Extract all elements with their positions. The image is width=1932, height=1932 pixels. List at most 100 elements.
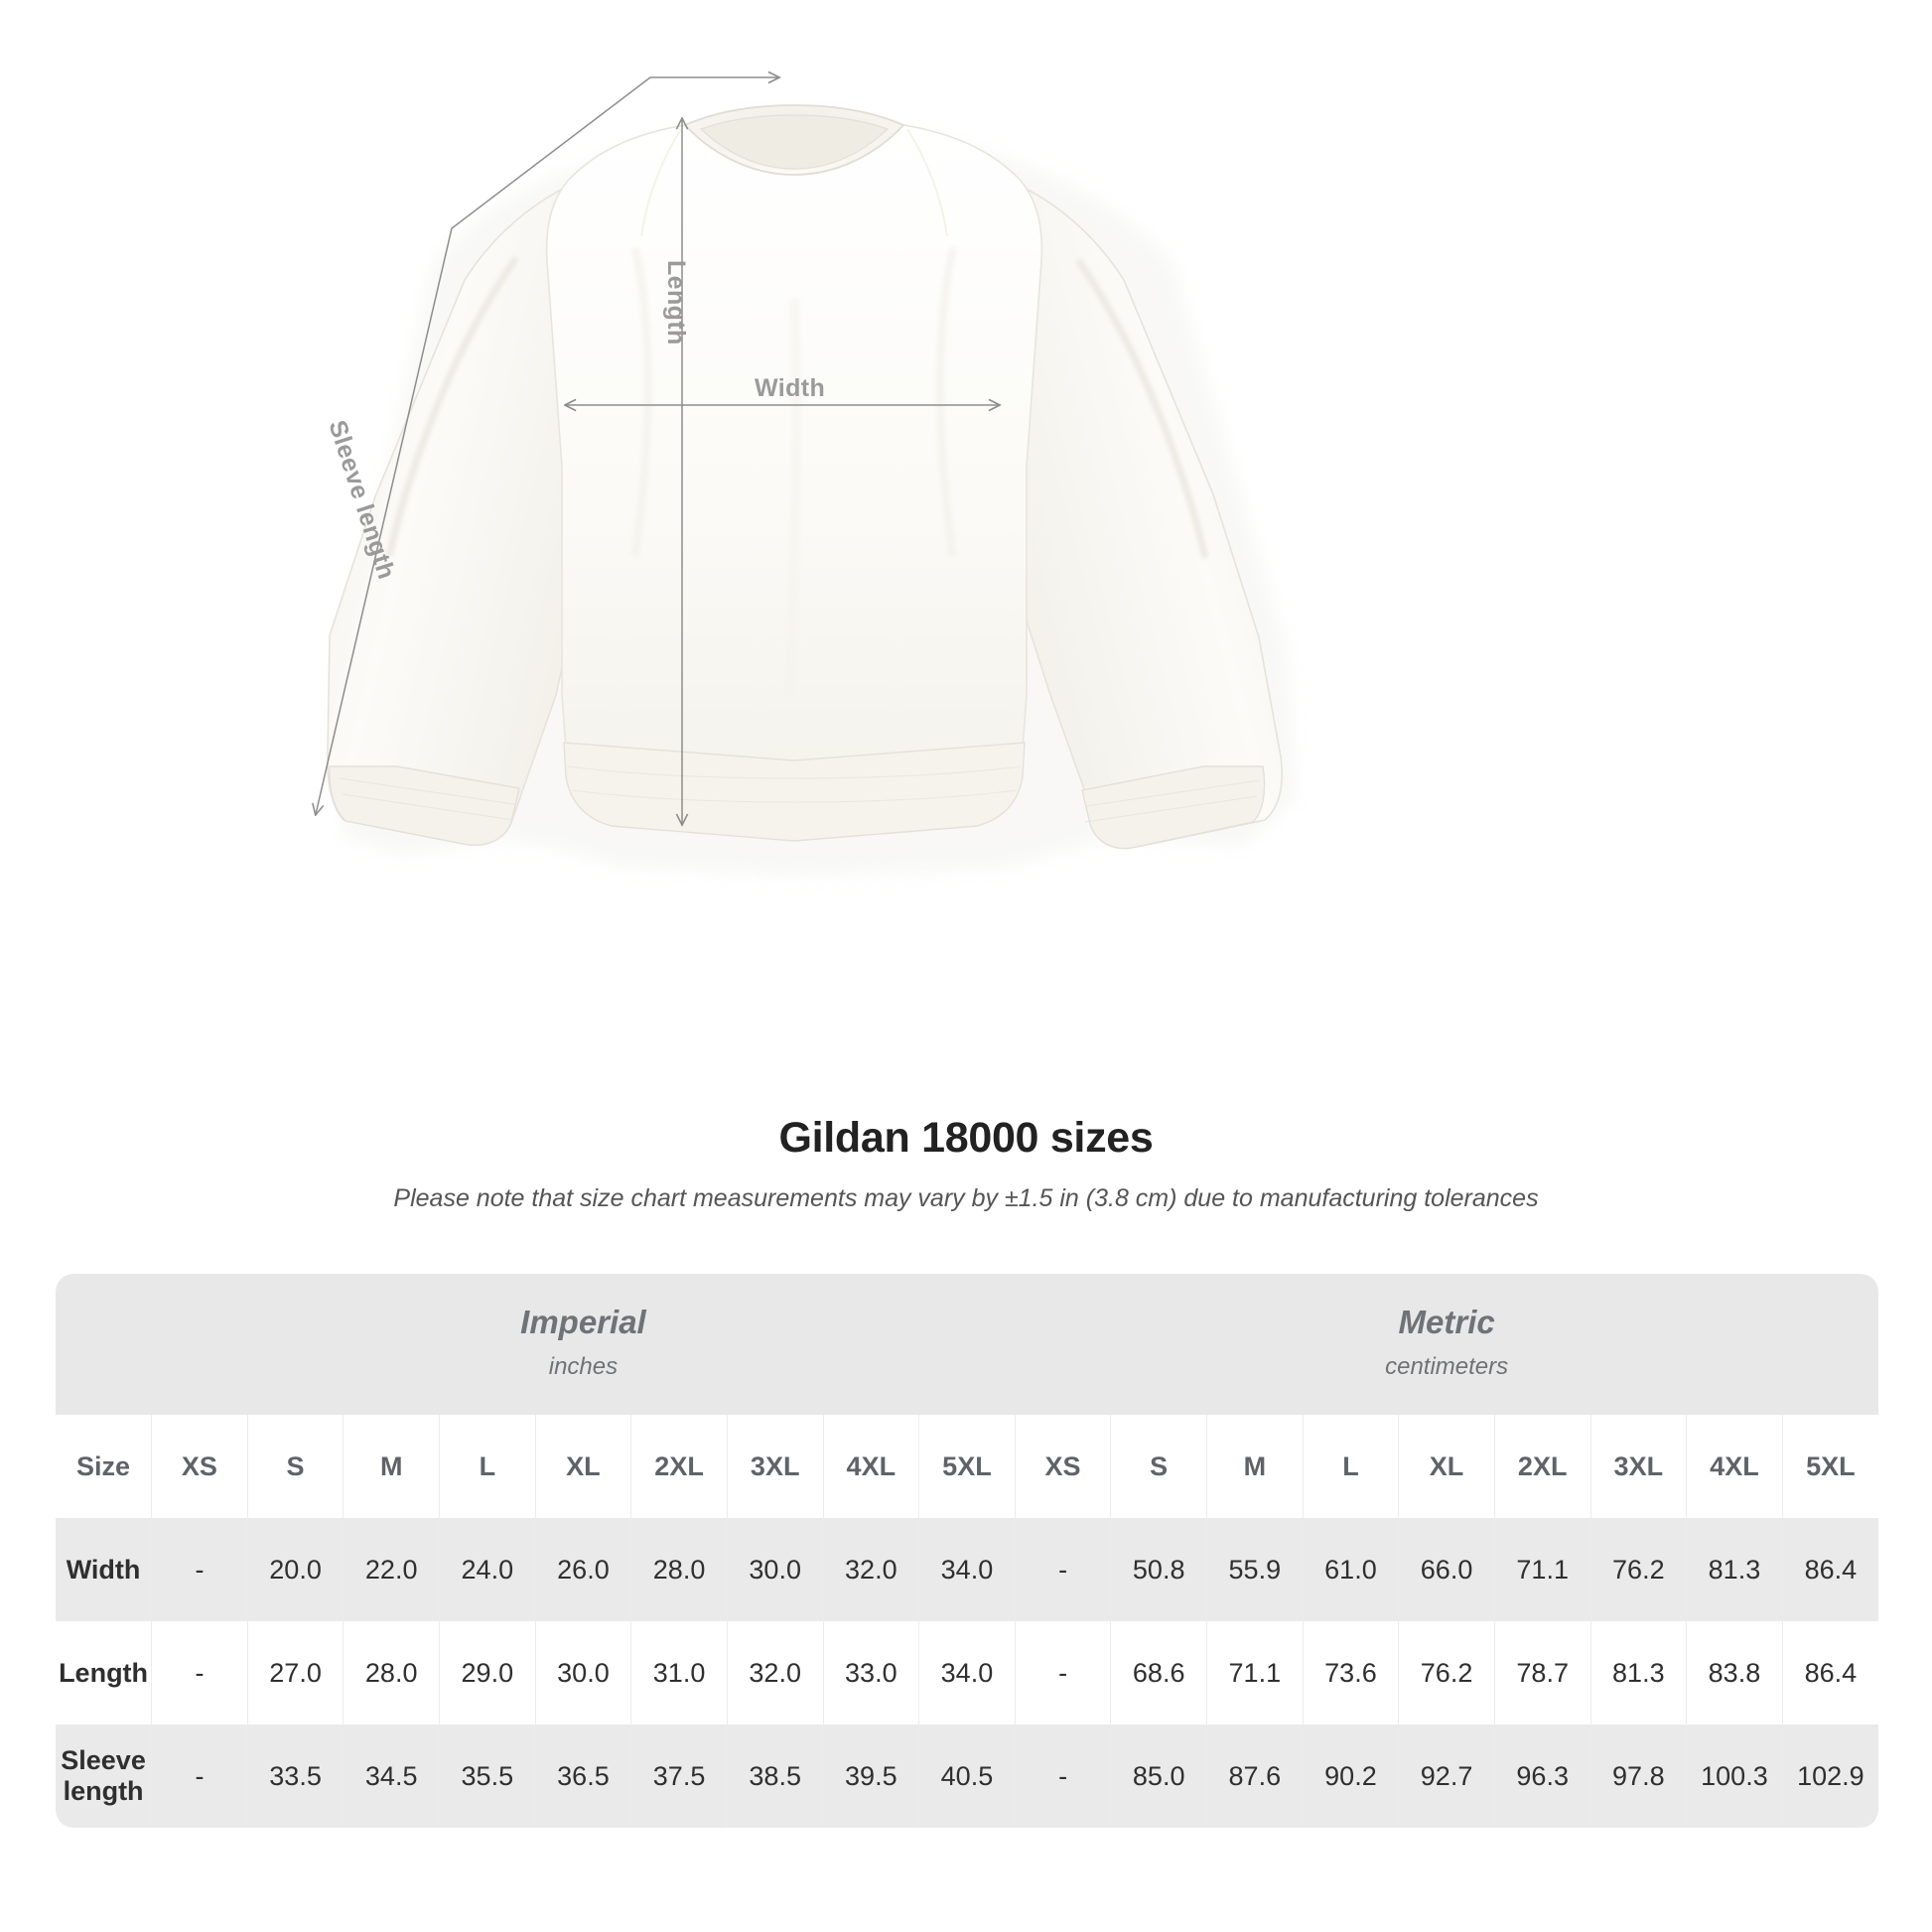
- cell-length-imperial-xl: 30.0: [535, 1621, 632, 1725]
- cell-sleeve-length-metric-xs: -: [1014, 1725, 1112, 1828]
- cell-length-metric-4xl: 83.8: [1686, 1621, 1783, 1725]
- length-annotation-label: Length: [662, 260, 690, 345]
- cell-length-imperial-xs: -: [151, 1621, 248, 1725]
- cell-width-imperial-xs: -: [151, 1518, 248, 1621]
- cell-length-metric-xl: 76.2: [1398, 1621, 1495, 1725]
- column-header-imperial-xs: XS: [151, 1415, 248, 1518]
- column-header-metric-2xl: 2XL: [1494, 1415, 1591, 1518]
- column-header-metric-m: M: [1206, 1415, 1304, 1518]
- imperial-unit: inches: [548, 1353, 619, 1380]
- cell-width-imperial-5xl: 34.0: [918, 1518, 1016, 1621]
- cell-length-metric-3xl: 81.3: [1590, 1621, 1688, 1725]
- column-header-metric-4xl: 4XL: [1686, 1415, 1783, 1518]
- cell-sleeve-length-metric-s: 85.0: [1110, 1725, 1207, 1828]
- imperial-label: Imperial: [520, 1304, 646, 1340]
- cell-width-metric-l: 61.0: [1303, 1518, 1400, 1621]
- cell-width-imperial-xl: 26.0: [535, 1518, 632, 1621]
- title-block: Gildan 18000 sizes Please note that size…: [0, 1114, 1932, 1213]
- cell-sleeve-length-imperial-m: 34.5: [343, 1725, 440, 1828]
- page-title: Gildan 18000 sizes: [778, 1114, 1154, 1162]
- cell-sleeve-length-imperial-5xl: 40.5: [918, 1725, 1016, 1828]
- cell-sleeve-length-metric-xl: 92.7: [1398, 1725, 1495, 1828]
- cell-sleeve-length-metric-4xl: 100.3: [1686, 1725, 1783, 1828]
- cell-length-imperial-l: 29.0: [439, 1621, 536, 1725]
- tolerance-note: Please note that size chart measurements…: [393, 1184, 1539, 1212]
- sleeve-length-line: [316, 77, 778, 814]
- cell-length-imperial-s: 27.0: [247, 1621, 345, 1725]
- cell-length-imperial-3xl: 32.0: [727, 1621, 824, 1725]
- column-header-imperial-xl: XL: [535, 1415, 632, 1518]
- row-header-length: Length: [56, 1621, 153, 1725]
- row-header-width: Width: [56, 1518, 153, 1621]
- cell-width-imperial-s: 20.0: [247, 1518, 345, 1621]
- column-header-imperial-3xl: 3XL: [727, 1415, 824, 1518]
- cell-width-imperial-3xl: 30.0: [727, 1518, 824, 1621]
- column-header-metric-xl: XL: [1398, 1415, 1495, 1518]
- right-sleeve-fold: [1075, 258, 1209, 559]
- cell-width-imperial-l: 24.0: [439, 1518, 536, 1621]
- cell-width-metric-m: 55.9: [1206, 1518, 1304, 1621]
- cell-length-metric-2xl: 78.7: [1494, 1621, 1591, 1725]
- cell-sleeve-length-metric-2xl: 96.3: [1494, 1725, 1591, 1828]
- cell-length-imperial-5xl: 34.0: [918, 1621, 1016, 1725]
- column-header-imperial-5xl: 5XL: [918, 1415, 1016, 1518]
- metric-unit: centimeters: [1385, 1353, 1509, 1380]
- cell-length-metric-l: 73.6: [1303, 1621, 1400, 1725]
- cell-length-metric-xs: -: [1014, 1621, 1112, 1725]
- metric-label: Metric: [1398, 1304, 1495, 1340]
- table-head: Imperial inches Metric centimeters Size X…: [56, 1274, 1878, 1518]
- product-image-area: Length Width Sleeve length: [312, 70, 1297, 877]
- column-header-metric-5xl: 5XL: [1782, 1415, 1878, 1518]
- cell-length-metric-5xl: 86.4: [1782, 1621, 1878, 1725]
- cell-length-imperial-4xl: 33.0: [823, 1621, 920, 1725]
- size-chart-table: Imperial inches Metric centimeters Size X…: [56, 1274, 1878, 1828]
- column-header-imperial-s: S: [247, 1415, 345, 1518]
- unit-header-imperial: Imperial inches: [151, 1274, 1016, 1415]
- column-header-imperial-l: L: [439, 1415, 536, 1518]
- cell-width-metric-3xl: 76.2: [1590, 1518, 1688, 1621]
- cell-sleeve-length-imperial-3xl: 38.5: [727, 1725, 824, 1828]
- cell-width-imperial-4xl: 32.0: [823, 1518, 920, 1621]
- cell-sleeve-length-imperial-xl: 36.5: [535, 1725, 632, 1828]
- cell-width-metric-4xl: 81.3: [1686, 1518, 1783, 1621]
- column-header-metric-l: L: [1303, 1415, 1400, 1518]
- unit-header-metric: Metric centimeters: [1015, 1274, 1878, 1415]
- cell-length-imperial-2xl: 31.0: [630, 1621, 728, 1725]
- width-annotation-label: Width: [755, 374, 826, 402]
- column-header-metric-3xl: 3XL: [1590, 1415, 1688, 1518]
- cell-width-metric-s: 50.8: [1110, 1518, 1207, 1621]
- cell-width-metric-5xl: 86.4: [1782, 1518, 1878, 1621]
- right-cuff-ribs: [1084, 779, 1260, 823]
- column-header-imperial-m: M: [343, 1415, 440, 1518]
- cell-sleeve-length-metric-l: 90.2: [1303, 1725, 1400, 1828]
- unit-system-header-row: Imperial inches Metric centimeters: [56, 1274, 1878, 1415]
- unit-header-spacer: [56, 1274, 152, 1415]
- right-shoulder-seam: [906, 128, 948, 237]
- table-row: Sleeve length -33.5 34.5 35.5 36.5 37.5 38.5 39…: [56, 1725, 1878, 1828]
- cell-width-metric-2xl: 71.1: [1494, 1518, 1591, 1621]
- right-cuff: [1081, 765, 1266, 850]
- cell-width-imperial-2xl: 28.0: [630, 1518, 728, 1621]
- cell-length-imperial-m: 28.0: [343, 1621, 440, 1725]
- cell-width-metric-xs: -: [1014, 1518, 1112, 1621]
- cell-sleeve-length-imperial-2xl: 37.5: [630, 1725, 728, 1828]
- column-header-metric-xs: XS: [1014, 1415, 1112, 1518]
- cell-sleeve-length-imperial-l: 35.5: [439, 1725, 536, 1828]
- cell-sleeve-length-metric-3xl: 97.8: [1590, 1725, 1688, 1828]
- table-body: Width -20.0 22.0 24.0 26.0 28.0 30.0 32.0 34.0-5…: [56, 1518, 1878, 1828]
- column-header-metric-s: S: [1110, 1415, 1207, 1518]
- row-header-sleeve-length: Sleeve length: [56, 1725, 153, 1828]
- size-table-container: Imperial inches Metric centimeters Size X…: [56, 1274, 1878, 1828]
- cell-sleeve-length-imperial-xs: -: [151, 1725, 248, 1828]
- table-row: Width -20.0 22.0 24.0 26.0 28.0 30.0 32.0 34.0-5…: [56, 1518, 1878, 1621]
- cell-sleeve-length-imperial-s: 33.5: [247, 1725, 345, 1828]
- table-row: Length -27.0 28.0 29.0 30.0 31.0 32.0 33.0 34.0-…: [56, 1621, 1878, 1725]
- column-header-size: Size: [56, 1415, 153, 1518]
- cell-sleeve-length-imperial-4xl: 39.5: [823, 1725, 920, 1828]
- size-header-row: Size XS S M L XL 2XL 3XL 4XL 5XL XS S M L XL 2XL 3XL 4XL 5…: [56, 1415, 1878, 1518]
- cell-length-metric-s: 68.6: [1110, 1621, 1207, 1725]
- column-header-imperial-4xl: 4XL: [823, 1415, 920, 1518]
- cell-width-imperial-m: 22.0: [343, 1518, 440, 1621]
- cell-width-metric-xl: 66.0: [1398, 1518, 1495, 1621]
